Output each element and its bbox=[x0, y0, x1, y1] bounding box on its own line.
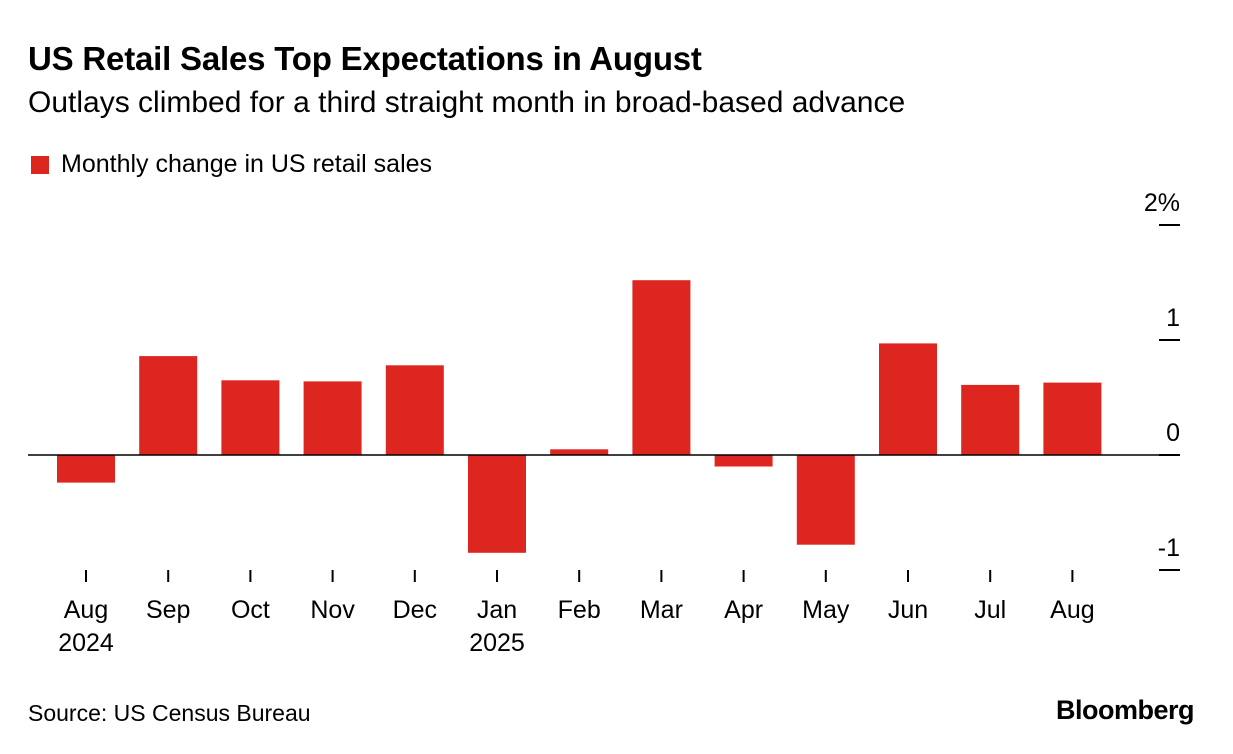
bar-dec-4 bbox=[385, 365, 444, 455]
y-axis: 2% 1 0 -1 bbox=[1144, 189, 1180, 571]
bar-feb-6 bbox=[550, 449, 609, 456]
x-axis: Aug 2024 Sep Oct Nov Dec Jan 2025 Feb Mar Apr May Ju… bbox=[58, 570, 1095, 657]
x-tick-label: Mar bbox=[640, 596, 683, 624]
y-tick-label: 2% bbox=[1144, 189, 1180, 217]
y-tick-label: 1 bbox=[1166, 304, 1180, 332]
legend-label: Monthly change in US retail sales bbox=[61, 150, 433, 178]
x-tick-label: Jul bbox=[974, 596, 1006, 624]
x-tick-label: Aug bbox=[64, 596, 108, 624]
bar-chart: Aug 2024 Sep Oct Nov Dec Jan 2025 Feb Mar Apr May Ju… bbox=[28, 189, 1180, 657]
x-tick-label: Dec bbox=[393, 596, 437, 624]
bar-nov-3 bbox=[303, 381, 362, 455]
bar-jan-5 bbox=[468, 455, 526, 553]
x-tick-sublabel: 2024 bbox=[58, 629, 114, 657]
bar-apr-8 bbox=[714, 455, 773, 467]
source-note: Source: US Census Bureau bbox=[28, 700, 311, 726]
bar-jun-10 bbox=[879, 343, 937, 455]
x-tick-label: Aug bbox=[1050, 596, 1094, 624]
x-tick-sublabel: 2025 bbox=[469, 629, 525, 657]
x-tick-label: Nov bbox=[310, 596, 355, 624]
bar-may-9 bbox=[796, 455, 855, 545]
x-tick-label: Jan bbox=[477, 596, 517, 624]
bar-sep-1 bbox=[139, 356, 198, 455]
x-tick-label: May bbox=[802, 596, 850, 624]
bar-aug-0 bbox=[57, 455, 115, 483]
chart-subtitle: Outlays climbed for a third straight mon… bbox=[28, 86, 906, 119]
y-tick-label: 0 bbox=[1166, 419, 1180, 447]
x-tick-label: Feb bbox=[558, 596, 601, 624]
bar-mar-7 bbox=[632, 280, 691, 455]
legend-swatch bbox=[31, 155, 49, 174]
bar-jul-11 bbox=[961, 384, 1020, 455]
y-tick-label: -1 bbox=[1158, 534, 1180, 562]
chart-title: US Retail Sales Top Expectations in Augu… bbox=[28, 40, 702, 77]
bar-oct-2 bbox=[221, 380, 280, 456]
legend: Monthly change in US retail sales bbox=[31, 150, 432, 179]
x-tick-label: Jun bbox=[888, 596, 928, 624]
bar-aug-12 bbox=[1043, 382, 1102, 455]
x-tick-label: Oct bbox=[231, 596, 270, 624]
bars-layer bbox=[57, 280, 1102, 553]
x-tick-label: Sep bbox=[146, 596, 190, 624]
brand-logo: Bloomberg bbox=[1055, 695, 1195, 725]
x-tick-label: Apr bbox=[724, 596, 763, 624]
